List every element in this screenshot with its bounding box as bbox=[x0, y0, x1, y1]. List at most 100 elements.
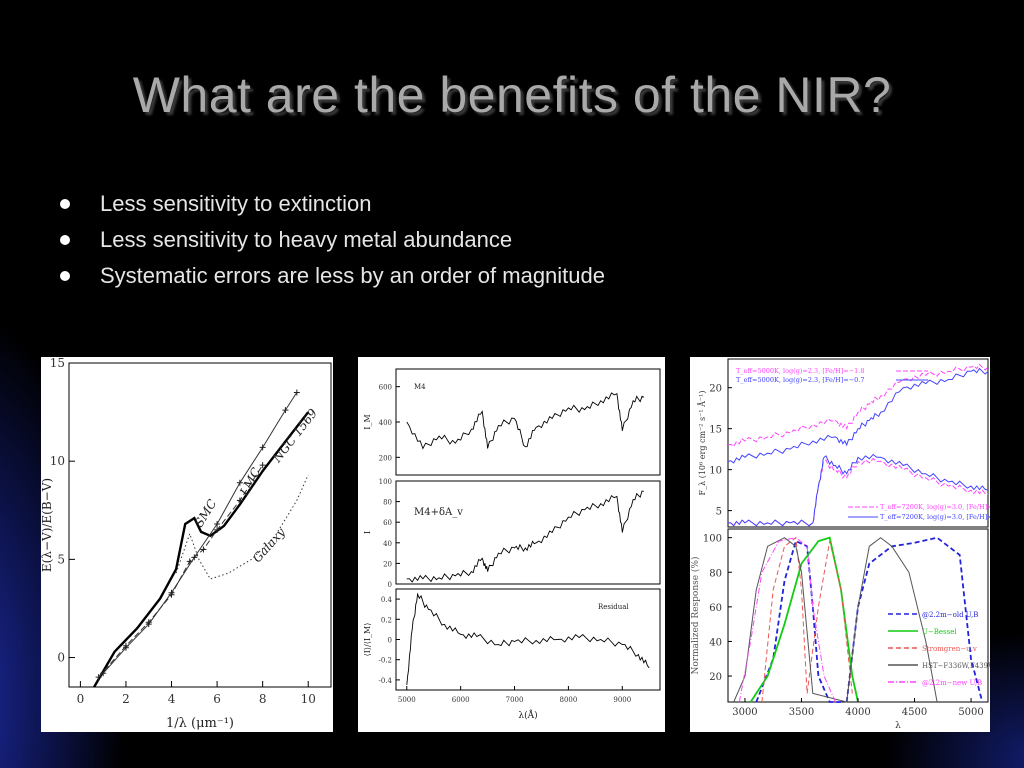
legend-entry: T_eff=7200K, log(g)=3.0, [Fe/H]=−1.8 bbox=[880, 503, 990, 511]
y-tick-label: 200 bbox=[379, 454, 392, 462]
x-tick-label: 9000 bbox=[613, 696, 631, 704]
y-tick-label: 0 bbox=[57, 651, 65, 665]
y-tick-label: -0.4 bbox=[379, 677, 393, 685]
legend-entry: Stromgren−u,v bbox=[922, 645, 977, 653]
slide-title: What are the benefits of the NIR? bbox=[132, 67, 892, 123]
x-tick-label: 10 bbox=[301, 692, 316, 706]
y-tick-label: 5 bbox=[57, 552, 65, 566]
x-tick-label: 5000 bbox=[958, 707, 983, 718]
data-point-marker bbox=[95, 674, 102, 681]
legend-entry: @2.2m−new U,B bbox=[922, 679, 982, 687]
data-point-marker bbox=[168, 589, 175, 596]
x-tick-label: 7000 bbox=[506, 696, 524, 704]
bullet-dot-icon bbox=[60, 235, 70, 245]
x-tick-label: 0 bbox=[77, 692, 85, 706]
series-line-smc bbox=[102, 392, 298, 674]
filter-chart-panel: 5 10 15 20 F_λ (10⁶ erg cm⁻² s⁻¹ Å⁻¹) T_eff=5… bbox=[690, 357, 1009, 732]
series-label: NGC 1569 bbox=[269, 406, 320, 466]
data-point-marker bbox=[282, 407, 289, 414]
x-axis-label: 1/λ (μm⁻¹) bbox=[166, 716, 234, 731]
legend-entry: T_eff=7200K, log(g)=3.0, [Fe/H]=−0.7 bbox=[880, 513, 990, 521]
y-tick-label: 10 bbox=[50, 454, 65, 468]
x-axis-label: λ(Å) bbox=[518, 709, 537, 721]
y-tick-label: 15 bbox=[709, 425, 722, 436]
data-point-marker bbox=[214, 526, 221, 533]
y-axis-label: E(λ−V)/E(B−V) bbox=[41, 478, 54, 572]
x-tick-label: 6 bbox=[213, 692, 221, 706]
filter-response-line bbox=[749, 536, 859, 703]
bullet-text: Less sensitivity to heavy metal abundanc… bbox=[100, 227, 513, 252]
series-line-ngc-1569 bbox=[93, 411, 310, 688]
y-tick-label: 0 bbox=[388, 637, 392, 645]
flux-series-line bbox=[728, 453, 989, 527]
extinction-chart-panel: 0 2 4 6 8 10 0 5 10 15 1/λ (μm⁻¹) E(λ−V)/E(B−V) LMC N… bbox=[40, 356, 333, 732]
y-tick-label: 20 bbox=[709, 672, 722, 683]
y-tick-label: 600 bbox=[379, 384, 392, 392]
data-point-marker bbox=[236, 479, 243, 486]
data-point-marker bbox=[122, 644, 129, 651]
spectrum-line bbox=[406, 592, 650, 685]
data-point-marker bbox=[259, 462, 266, 469]
panel-frame bbox=[395, 480, 661, 585]
data-point-marker bbox=[236, 497, 243, 504]
filter-response-line bbox=[755, 539, 841, 703]
legend-entry: @2.2m−old U,B bbox=[922, 611, 978, 619]
y-tick-label: 0 bbox=[388, 581, 392, 589]
panel-label: M4 bbox=[414, 383, 426, 391]
y-tick-label: 5 bbox=[716, 507, 722, 518]
legend-entry: HST−F336W,F439W bbox=[922, 662, 990, 670]
x-tick-label: 3500 bbox=[789, 707, 814, 718]
bullet-item: Less sensitivity to extinction bbox=[58, 186, 605, 222]
series-label: Galaxy bbox=[250, 525, 288, 565]
spectra-chart-panel: 200 400 600 I_M M4 0 20 40 60 80 100 I M4+δA_v -0.4 -0… bbox=[358, 357, 665, 732]
spectrum-line bbox=[406, 392, 645, 450]
plot-frame bbox=[68, 362, 332, 688]
y-tick-label: -0.2 bbox=[379, 657, 393, 665]
panel-frame bbox=[395, 368, 661, 476]
y-tick-label: 15 bbox=[50, 357, 65, 370]
data-point-marker bbox=[214, 521, 221, 528]
flux-series-line bbox=[727, 367, 989, 464]
legend-entry: T_eff=5000K, log(g)=2.3, [Fe/H]=−0.7 bbox=[736, 376, 865, 384]
y-tick-label: 0.4 bbox=[381, 596, 393, 604]
y-axis-label: I bbox=[363, 531, 372, 534]
bullet-item: Systematic errors are less by an order o… bbox=[58, 258, 605, 294]
y-tick-label: 100 bbox=[379, 478, 392, 486]
y-tick-label: 40 bbox=[383, 540, 392, 548]
y-tick-label: 60 bbox=[709, 603, 722, 614]
y-tick-label: 60 bbox=[383, 519, 392, 527]
bullet-text: Less sensitivity to extinction bbox=[100, 191, 372, 216]
panel-label: Residual bbox=[598, 603, 629, 611]
legend-entry: T_eff=5000K, log(g)=2.3, [Fe/H]=−1.8 bbox=[736, 367, 865, 375]
filter-response-line bbox=[845, 536, 984, 703]
x-tick-label: 8 bbox=[259, 692, 267, 706]
x-axis-label: λ bbox=[895, 721, 901, 731]
x-tick-label: 4000 bbox=[845, 707, 870, 718]
y-tick-label: 20 bbox=[709, 384, 722, 395]
y-tick-label: 10 bbox=[709, 466, 722, 477]
bullet-text: Systematic errors are less by an order o… bbox=[100, 263, 606, 288]
bullet-list: Less sensitivity to extinction Less sens… bbox=[58, 186, 605, 294]
panel-label: M4+δA_v bbox=[414, 507, 463, 518]
x-tick-label: 3000 bbox=[732, 707, 757, 718]
data-point-marker bbox=[100, 670, 107, 677]
flux-panel-frame bbox=[727, 358, 989, 528]
legend-entry: U−Bessel bbox=[922, 628, 957, 636]
bullet-dot-icon bbox=[60, 199, 70, 209]
bullet-item: Less sensitivity to heavy metal abundanc… bbox=[58, 222, 605, 258]
x-tick-label: 8000 bbox=[559, 696, 577, 704]
data-point-marker bbox=[259, 444, 266, 451]
x-tick-label: 4500 bbox=[902, 707, 927, 718]
data-point-marker bbox=[145, 621, 152, 628]
y-axis-label: F_λ (10⁶ erg cm⁻² s⁻¹ Å⁻¹) bbox=[698, 391, 707, 496]
y-tick-label: 400 bbox=[379, 419, 392, 427]
series-label: SMC bbox=[192, 497, 220, 530]
y-tick-label: 80 bbox=[383, 499, 392, 507]
x-tick-label: 5000 bbox=[398, 696, 416, 704]
y-axis-label: I_M bbox=[363, 414, 372, 429]
y-tick-label: 40 bbox=[709, 637, 722, 648]
x-tick-label: 6000 bbox=[452, 696, 470, 704]
y-tick-label: 0.2 bbox=[381, 616, 392, 624]
